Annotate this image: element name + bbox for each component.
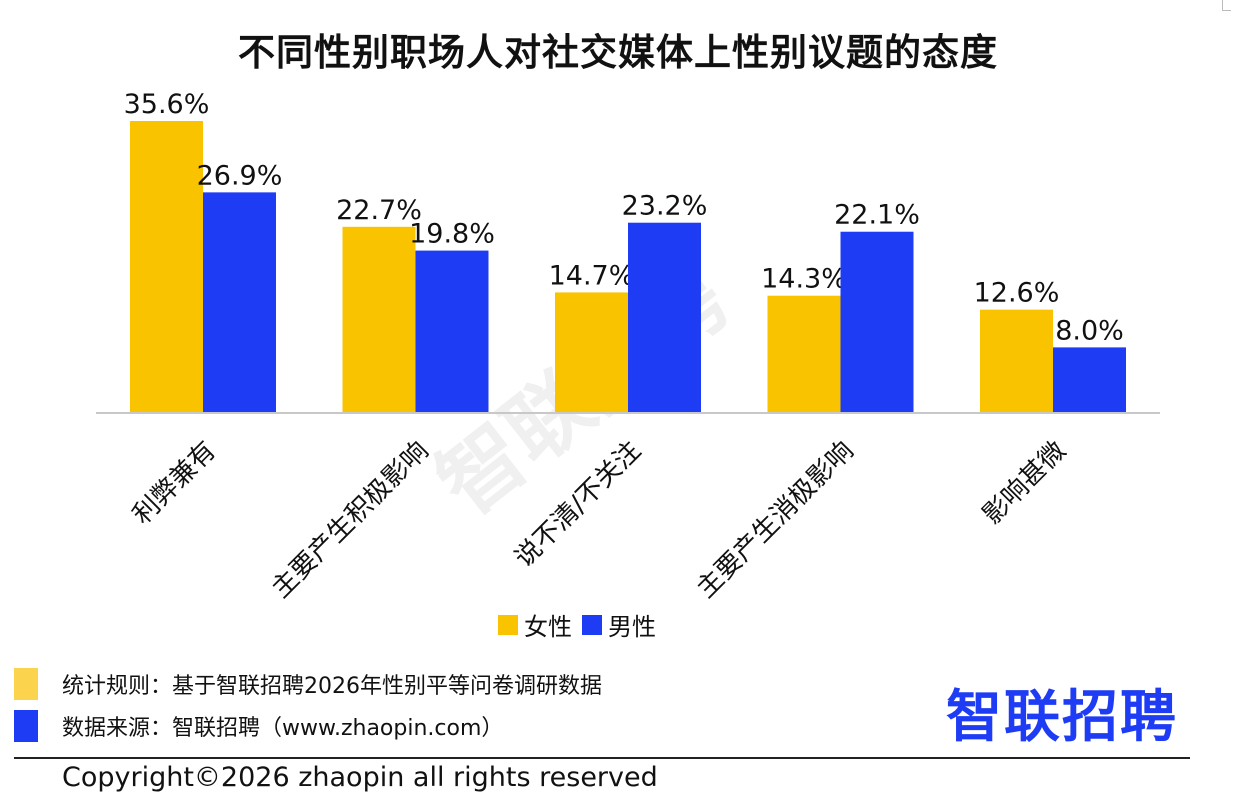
- bar-male-2: [628, 222, 701, 413]
- note-marker-yellow: [14, 668, 38, 700]
- note-marker-blue: [14, 710, 38, 742]
- source-text: 数据来源：智联招聘（www.zhaopin.com）: [62, 716, 504, 741]
- data-label-male-0: 26.9%: [197, 160, 283, 191]
- bar-male-0: [203, 192, 276, 413]
- stat-rule-text: 统计规则：基于智联招聘2026年性别平等问卷调研数据: [62, 674, 602, 699]
- legend-male-swatch: [582, 614, 602, 635]
- category-label-1: 主要产生积极影响: [266, 436, 434, 604]
- data-label-male-3: 22.1%: [834, 200, 920, 231]
- bar-male-3: [840, 231, 914, 413]
- footer-divider: [14, 757, 1190, 759]
- data-label-male-1: 19.8%: [409, 219, 495, 250]
- data-label-male-2: 23.2%: [622, 191, 708, 222]
- data-label-female-1: 22.7%: [336, 195, 422, 226]
- bar-female-1: [342, 226, 416, 413]
- stat-rule-note: 统计规则：基于智联招聘2026年性别平等问卷调研数据: [14, 668, 602, 700]
- corner-mark: [1222, 0, 1231, 11]
- data-label-male-4: 8.0%: [1055, 315, 1124, 346]
- category-label-3: 主要产生消极影响: [691, 436, 859, 604]
- source-note: 数据来源：智联招聘（www.zhaopin.com）: [14, 710, 503, 742]
- legend-female-swatch: [498, 614, 518, 635]
- category-label-4: 影响甚微: [977, 436, 1072, 531]
- bar-chart: 智联招聘 35.6%26.9%利弊兼有22.7%19.8%主要产生积极影响14.…: [96, 89, 1160, 604]
- bar-male-4: [1053, 347, 1126, 413]
- data-label-female-2: 14.7%: [549, 260, 635, 291]
- bar-female-2: [555, 292, 628, 413]
- legend-female-label: 女性: [524, 613, 572, 641]
- bar-female-0: [130, 121, 203, 413]
- data-label-female-3: 14.3%: [761, 264, 847, 295]
- legend-male-label: 男性: [608, 613, 656, 641]
- data-label-female-4: 12.6%: [974, 278, 1060, 309]
- bar-female-4: [980, 309, 1053, 413]
- data-label-female-0: 35.6%: [124, 89, 210, 120]
- legend: 女性 男性: [498, 607, 666, 642]
- chart-title: 不同性别职场人对社交媒体上性别议题的态度: [238, 31, 998, 74]
- category-label-0: 利弊兼有: [127, 436, 222, 531]
- zhaopin-logo: 智联招聘: [946, 685, 1178, 750]
- copyright-text: Copyright©2026 zhaopin all rights reserv…: [62, 762, 658, 793]
- bar-male-1: [415, 250, 489, 413]
- bar-female-3: [767, 295, 841, 413]
